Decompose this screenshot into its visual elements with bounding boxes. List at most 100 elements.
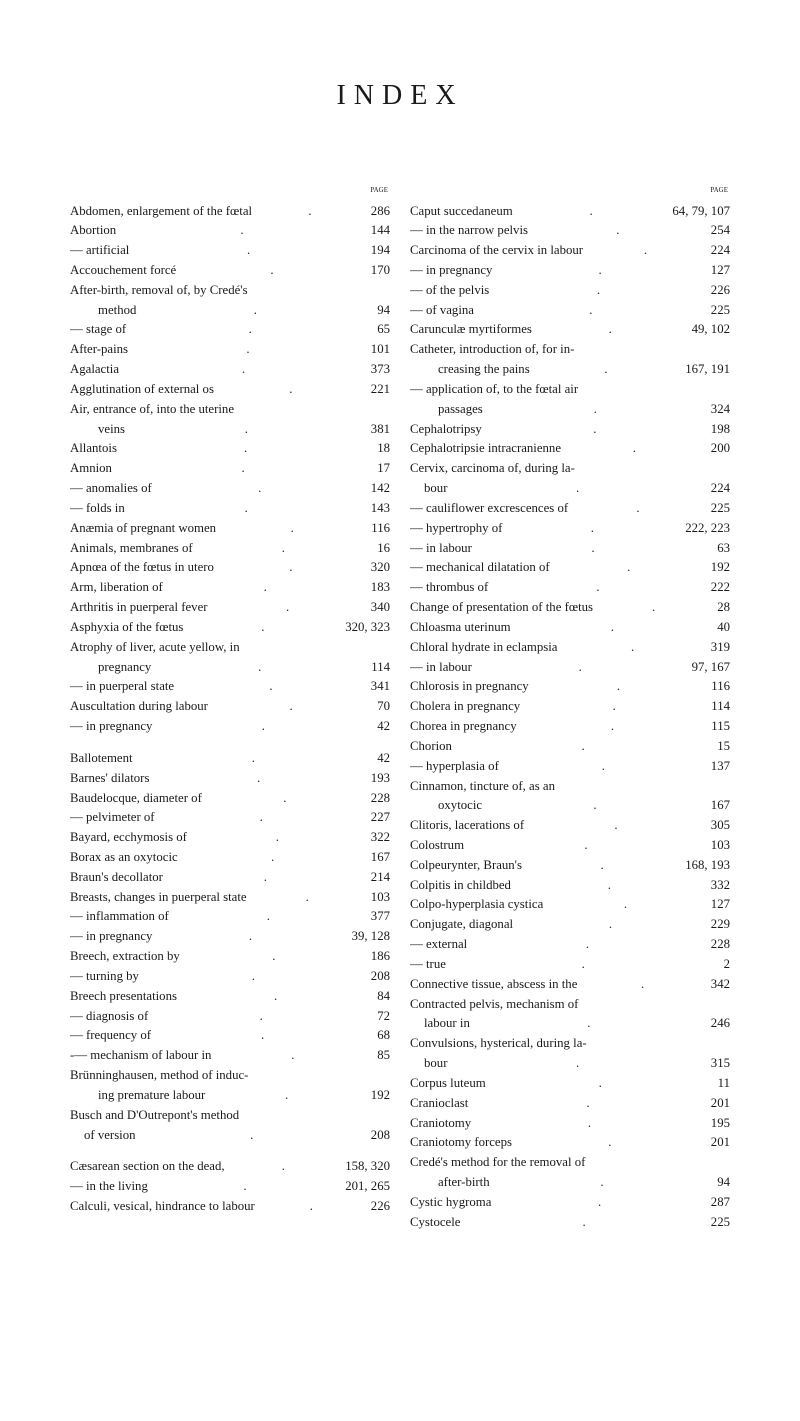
index-entry: Cervix, carcinoma of, during la- [410, 459, 730, 479]
leader-dots: . [482, 796, 711, 816]
index-entry: After-pains.101 [70, 340, 390, 360]
index-entry: Catheter, introduction of, for in- [410, 340, 730, 360]
leader-dots: . [447, 479, 710, 499]
entry-page: 228 [711, 935, 730, 955]
entry-page: 341 [371, 677, 390, 697]
index-entry: Carcinoma of the cervix in labour.224 [410, 241, 730, 261]
index-entry: — frequency of.68 [70, 1026, 390, 1046]
leader-dots: . [136, 1126, 371, 1146]
leader-dots: . [583, 241, 711, 261]
entry-page: 222 [711, 578, 730, 598]
leader-dots: . [139, 967, 371, 987]
leader-dots: . [149, 769, 370, 789]
entry-label: Cystocele [410, 1213, 460, 1233]
leader-dots: . [225, 1157, 346, 1177]
leader-dots: . [148, 1177, 345, 1197]
index-entry: Cranioclast.201 [410, 1094, 730, 1114]
index-entry: Carunculæ myrtiformes.49, 102 [410, 320, 730, 340]
index-entry: Craniotomy forceps.201 [410, 1133, 730, 1153]
leader-dots: . [152, 927, 351, 947]
entry-label: Colostrum [410, 836, 464, 856]
index-entry: Craniotomy.195 [410, 1114, 730, 1134]
leader-dots: . [529, 677, 712, 697]
entry-page: 168, 193 [685, 856, 730, 876]
entry-page: 319 [711, 638, 730, 658]
index-entry: method.94 [70, 301, 390, 321]
entry-page: 16 [377, 539, 390, 559]
spacer [70, 1145, 390, 1157]
leader-dots: . [205, 1086, 370, 1106]
entry-page: 70 [377, 697, 390, 717]
index-entry: Chorion.15 [410, 737, 730, 757]
leader-dots: . [125, 420, 371, 440]
page-header-right: page [410, 182, 730, 198]
index-entry: Accouchement forcé.170 [70, 261, 390, 281]
leader-dots: . [474, 301, 711, 321]
right-column: page Caput succedaneum.64, 79, 107— in t… [410, 182, 730, 1233]
entry-label: — in the narrow pelvis [410, 221, 528, 241]
entry-label: Calculi, vesical, hindrance to labour [70, 1197, 255, 1217]
index-entry: Barnes' dilators.193 [70, 769, 390, 789]
index-entry: Credé's method for the removal of [410, 1153, 730, 1173]
leader-dots: . [492, 261, 710, 281]
leader-dots: . [528, 221, 711, 241]
index-entry: Apnœa of the fœtus in utero.320 [70, 558, 390, 578]
entry-label: Conjugate, diagonal [410, 915, 513, 935]
entry-page: 254 [711, 221, 730, 241]
entry-label: — true [410, 955, 446, 975]
leader-dots: . [148, 1007, 377, 1027]
leader-dots: . [472, 658, 692, 678]
entry-label: — in labour [410, 539, 472, 559]
index-entry: Connective tissue, abscess in the.342 [410, 975, 730, 995]
entry-label: Colpitis in childbed [410, 876, 511, 896]
entry-page: 226 [711, 281, 730, 301]
entry-page: 322 [371, 828, 390, 848]
entry-label: — hyperplasia of [410, 757, 499, 777]
leader-dots: . [119, 360, 371, 380]
entry-page: 137 [711, 757, 730, 777]
entry-label: Cæsarean section on the dead, [70, 1157, 225, 1177]
leader-dots: . [117, 439, 377, 459]
leader-dots: . [446, 955, 724, 975]
leader-dots: . [460, 1213, 710, 1233]
leader-dots: . [532, 320, 692, 340]
leader-dots: . [187, 828, 371, 848]
entry-label: Arm, liberation of [70, 578, 163, 598]
leader-dots: . [133, 749, 378, 769]
entry-label: bour [410, 1054, 447, 1074]
entry-page: 103 [711, 836, 730, 856]
leader-dots: . [488, 578, 711, 598]
leader-dots: . [467, 935, 711, 955]
entry-label: Bayard, ecchymosis of [70, 828, 187, 848]
entry-label: Allantois [70, 439, 117, 459]
page-header-left: page [70, 182, 390, 198]
entry-page: 224 [711, 479, 730, 499]
entry-page: 200 [711, 439, 730, 459]
index-columns: page Abdomen, enlargement of the fœtal.2… [70, 182, 730, 1233]
leader-dots: . [470, 1014, 711, 1034]
entry-label: — anomalies of [70, 479, 152, 499]
entry-label: Atrophy of liver, acute yellow, in [70, 638, 240, 658]
index-entry: — folds in.143 [70, 499, 390, 519]
entry-label: Catheter, introduction of, for in- [410, 340, 574, 360]
entry-page: 127 [711, 261, 730, 281]
entry-label: Contracted pelvis, mechanism of [410, 995, 578, 1015]
entry-page: 143 [371, 499, 390, 519]
index-entry: Conjugate, diagonal.229 [410, 915, 730, 935]
index-entry: Caput succedaneum.64, 79, 107 [410, 202, 730, 222]
entry-page: 42 [377, 717, 390, 737]
entry-label: Chloasma uterinum [410, 618, 511, 638]
entry-label: Agalactia [70, 360, 119, 380]
index-entry: — inflammation of.377 [70, 907, 390, 927]
index-entry: Abdomen, enlargement of the fœtal.286 [70, 202, 390, 222]
entry-page: 229 [711, 915, 730, 935]
entry-page: 332 [711, 876, 730, 896]
index-entry: — in pregnancy.42 [70, 717, 390, 737]
entry-label: — frequency of [70, 1026, 151, 1046]
entry-label: — application of, to the fœtal air [410, 380, 578, 400]
index-entry: — artificial.194 [70, 241, 390, 261]
entry-page: 208 [371, 967, 390, 987]
index-entry: — of vagina.225 [410, 301, 730, 321]
leader-dots: . [512, 1133, 711, 1153]
entry-page: 94 [717, 1173, 730, 1193]
